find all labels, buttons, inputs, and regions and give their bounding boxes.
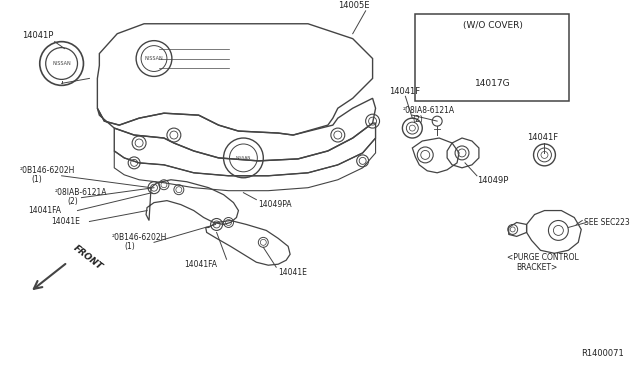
Text: 14041E: 14041E: [52, 217, 81, 226]
Text: 14041E: 14041E: [278, 268, 307, 277]
Text: R1400071: R1400071: [581, 349, 624, 358]
Text: ²08IAB-6121A: ²08IAB-6121A: [54, 188, 107, 197]
Text: (1): (1): [32, 175, 42, 184]
Text: (2): (2): [412, 115, 423, 124]
Text: 14049PA: 14049PA: [259, 200, 292, 209]
Text: BRACKET>: BRACKET>: [516, 263, 558, 272]
Text: (2): (2): [68, 197, 78, 206]
Text: NISSAN: NISSAN: [52, 61, 71, 66]
Text: ²0B146-6202H: ²0B146-6202H: [111, 233, 166, 242]
Text: 14041FA: 14041FA: [28, 206, 61, 215]
Text: 14041FA: 14041FA: [184, 260, 217, 269]
Text: 14017G: 14017G: [475, 79, 511, 88]
Text: ²08IA8-6121A: ²08IA8-6121A: [403, 106, 454, 115]
Text: 14005E: 14005E: [338, 1, 369, 10]
Text: <PURGE CONTROL: <PURGE CONTROL: [507, 253, 579, 262]
Text: NISSAN: NISSAN: [236, 156, 251, 160]
Text: 14041F: 14041F: [527, 132, 557, 141]
Text: (1): (1): [124, 242, 135, 251]
FancyBboxPatch shape: [415, 14, 570, 101]
Text: 14049P: 14049P: [477, 176, 508, 185]
Text: 14041F: 14041F: [390, 87, 420, 96]
Text: 14041P: 14041P: [22, 31, 53, 40]
Text: NISSAN: NISSAN: [145, 56, 163, 61]
Text: SEE SEC223: SEE SEC223: [584, 218, 630, 227]
Text: ²0B146-6202H: ²0B146-6202H: [20, 166, 76, 175]
Text: FRONT: FRONT: [72, 243, 104, 271]
Text: (W/O COVER): (W/O COVER): [463, 21, 523, 30]
